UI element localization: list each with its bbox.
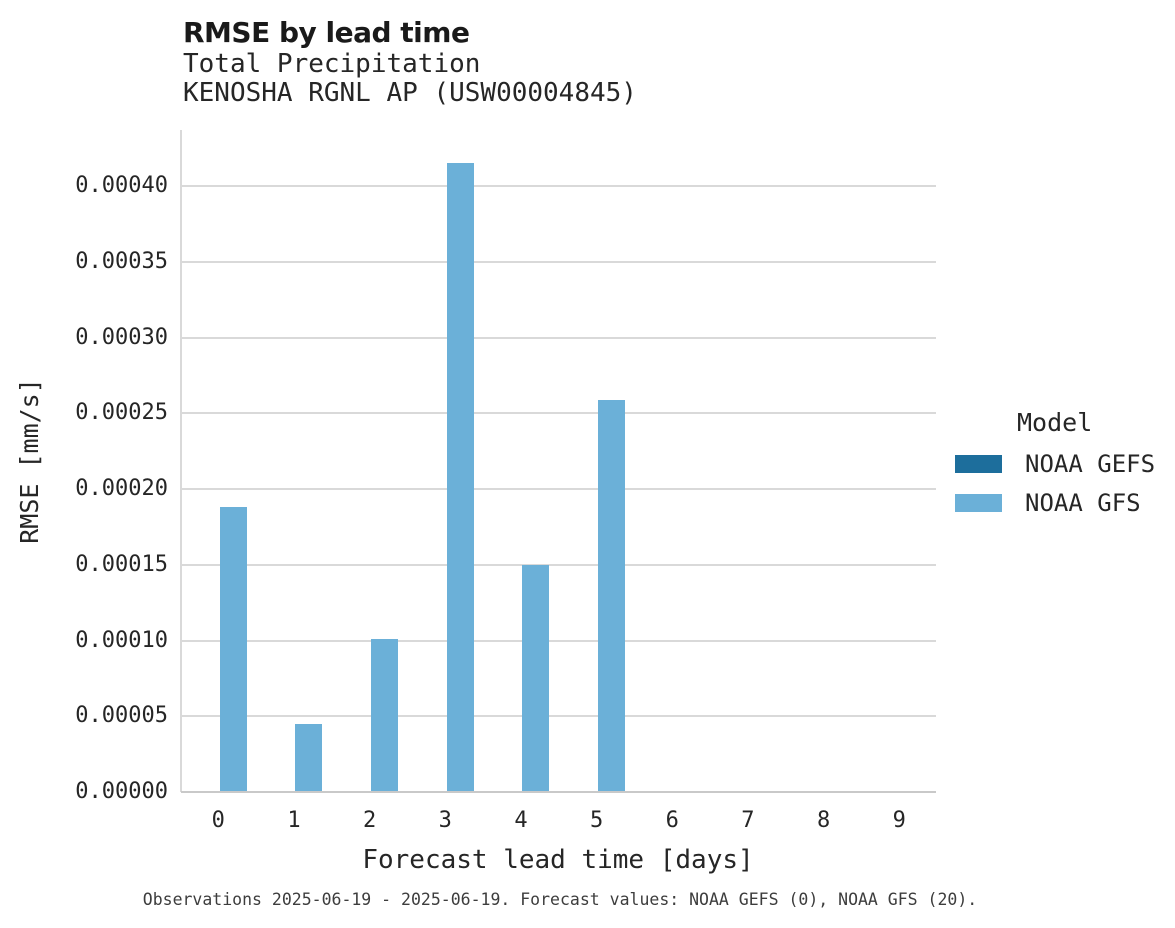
bar-noaa-gfs-lead1: [295, 723, 323, 792]
bar-noaa-gfs-lead3: [446, 163, 474, 792]
x-tick-label: 8: [816, 808, 831, 833]
x-axis-line: [181, 791, 936, 793]
x-tick-label: 3: [438, 808, 452, 833]
legend-title: Model: [1017, 408, 1093, 437]
gridline: [181, 488, 936, 491]
y-tick-label: 0.00000: [75, 779, 168, 804]
legend-swatch-noaa-gefs: [955, 455, 1002, 473]
y-tick-label: 0.00030: [75, 324, 168, 350]
legend-rows: NOAA GEFS NOAA GFS: [955, 451, 1175, 516]
y-tick-label: 0.00005: [75, 703, 168, 729]
gridline: [181, 336, 936, 339]
legend-swatch-noaa-gfs: [955, 494, 1002, 512]
x-tick-label: 6: [665, 808, 679, 833]
chart-title: RMSE by lead time: [183, 16, 470, 49]
legend: Model NOAA GEFS NOAA GFS: [955, 408, 1175, 516]
gridline: [181, 639, 936, 642]
x-tick-label: 1: [287, 808, 301, 833]
y-axis-spine: [180, 130, 182, 792]
gridline: [181, 715, 936, 718]
y-tick-label: 0.00025: [75, 400, 168, 426]
x-tick-label: 7: [741, 808, 755, 833]
x-tick-label: 2: [362, 808, 377, 833]
chart-subtitle-station: KENOSHA RGNL AP (USW00004845): [183, 78, 637, 108]
bar-noaa-gfs-lead5: [598, 399, 626, 792]
bar-noaa-gfs-lead0: [219, 507, 247, 792]
bar-noaa-gfs-lead2: [371, 638, 399, 792]
legend-row-noaa-gfs: NOAA GFS: [955, 490, 1175, 516]
gridline: [181, 412, 936, 415]
y-axis-title: RMSE [mm/s]: [15, 378, 44, 544]
gridline: [181, 260, 936, 263]
y-tick-label: 0.00015: [75, 551, 168, 577]
chart-subtitle-variable: Total Precipitation: [183, 49, 481, 79]
x-tick-label: 5: [589, 808, 604, 833]
legend-row-noaa-gefs: NOAA GEFS: [955, 451, 1175, 477]
y-tick-label: 0.00020: [75, 476, 168, 502]
x-tick-label: 9: [892, 808, 906, 833]
x-tick-label: 4: [514, 808, 528, 833]
y-tick-label: 0.00010: [75, 627, 168, 653]
gridline: [181, 563, 936, 566]
bar-noaa-gfs-lead4: [522, 564, 550, 792]
caption: Observations 2025-06-19 - 2025-06-19. Fo…: [142, 890, 978, 909]
y-tick-label: 0.00035: [75, 248, 168, 274]
legend-label: NOAA GFS: [1025, 489, 1141, 517]
x-tick-label: 0: [211, 808, 225, 833]
x-axis-title: Forecast lead time [days]: [362, 845, 754, 875]
y-tick-label: 0.00040: [75, 173, 168, 199]
legend-label: NOAA GEFS: [1025, 450, 1156, 478]
gridline: [181, 185, 936, 188]
